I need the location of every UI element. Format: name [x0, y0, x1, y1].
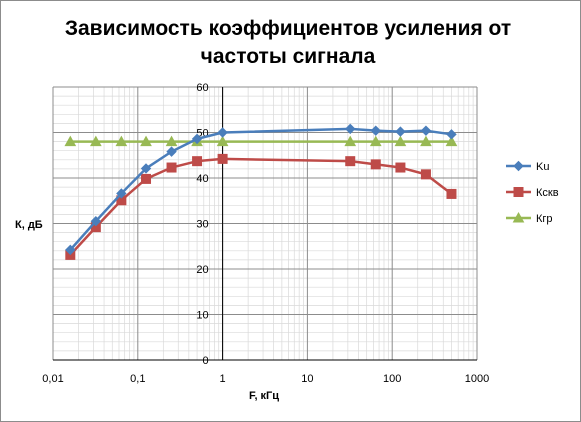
data-point-triangle — [115, 135, 128, 147]
data-point-square — [420, 169, 431, 180]
data-point-square — [217, 153, 228, 164]
x-tick-label: 0,01 — [42, 373, 63, 385]
y-axis-title: К, дБ — [15, 219, 43, 231]
y-tick-label: 40 — [196, 173, 208, 185]
data-point-diamond — [370, 125, 381, 136]
data-point-square — [370, 159, 381, 170]
legend-marker-square — [513, 187, 524, 197]
legend-marker-diamond — [513, 160, 524, 172]
data-point-triangle — [445, 135, 458, 147]
series-diamond — [65, 123, 457, 256]
data-point-diamond — [116, 188, 127, 199]
series-triangle — [64, 135, 458, 147]
data-point-square — [345, 156, 356, 167]
data-point-diamond — [90, 216, 102, 227]
x-tick-label: 0,1 — [130, 373, 145, 385]
data-point-square — [192, 156, 203, 167]
data-point-diamond — [420, 125, 432, 136]
legend: Ku Кскв Кгр — [506, 160, 559, 225]
x-tick-label: 1000 — [465, 373, 489, 385]
y-tick-label: 60 — [196, 82, 208, 94]
x-tick-label: 1 — [220, 373, 226, 385]
data-point-diamond — [395, 126, 406, 137]
y-tick-label: 20 — [196, 264, 208, 276]
data-point-triangle — [89, 135, 102, 147]
data-point-triangle — [165, 135, 178, 147]
data-point-square — [446, 188, 457, 199]
legend-marker-triangle — [512, 211, 525, 223]
x-axis-title: F, кГц — [249, 390, 279, 402]
data-point-triangle — [64, 135, 77, 147]
data-point-diamond — [217, 127, 228, 138]
data-point-triangle — [394, 135, 407, 147]
data-point-triangle — [369, 135, 382, 147]
data-point-diamond — [191, 133, 203, 145]
chart-title-line-2: частоты сигнала — [201, 45, 376, 68]
y-tick-label: 30 — [196, 219, 208, 231]
data-point-triangle — [344, 135, 357, 147]
series-square — [65, 153, 457, 260]
y-tick-label: 10 — [196, 310, 208, 322]
data-point-triangle — [140, 135, 152, 147]
data-point-diamond — [140, 163, 152, 174]
legend-label-square: Кскв — [536, 187, 559, 199]
data-point-diamond — [65, 244, 76, 256]
series-line-square — [69, 157, 453, 256]
legend-label-diamond: Ku — [536, 161, 549, 173]
series-line-diamond — [69, 127, 452, 251]
data-point-square — [141, 173, 152, 184]
x-tick-label: 10 — [301, 373, 313, 385]
data-point-square — [395, 162, 406, 173]
data-point-diamond — [345, 123, 356, 135]
legend-label-triangle: Кгр — [536, 213, 553, 225]
x-tick-label: 100 — [383, 373, 401, 385]
data-point-triangle — [216, 135, 229, 147]
data-point-square — [166, 162, 177, 173]
series — [64, 123, 458, 260]
data-point-diamond — [446, 129, 457, 140]
chart-title-line-1: Зависимость коэффициентов усиления от — [65, 17, 511, 40]
y-tick-label: 0 — [202, 355, 208, 367]
data-point-diamond — [166, 146, 177, 157]
data-point-triangle — [420, 135, 432, 147]
grid — [52, 86, 478, 361]
